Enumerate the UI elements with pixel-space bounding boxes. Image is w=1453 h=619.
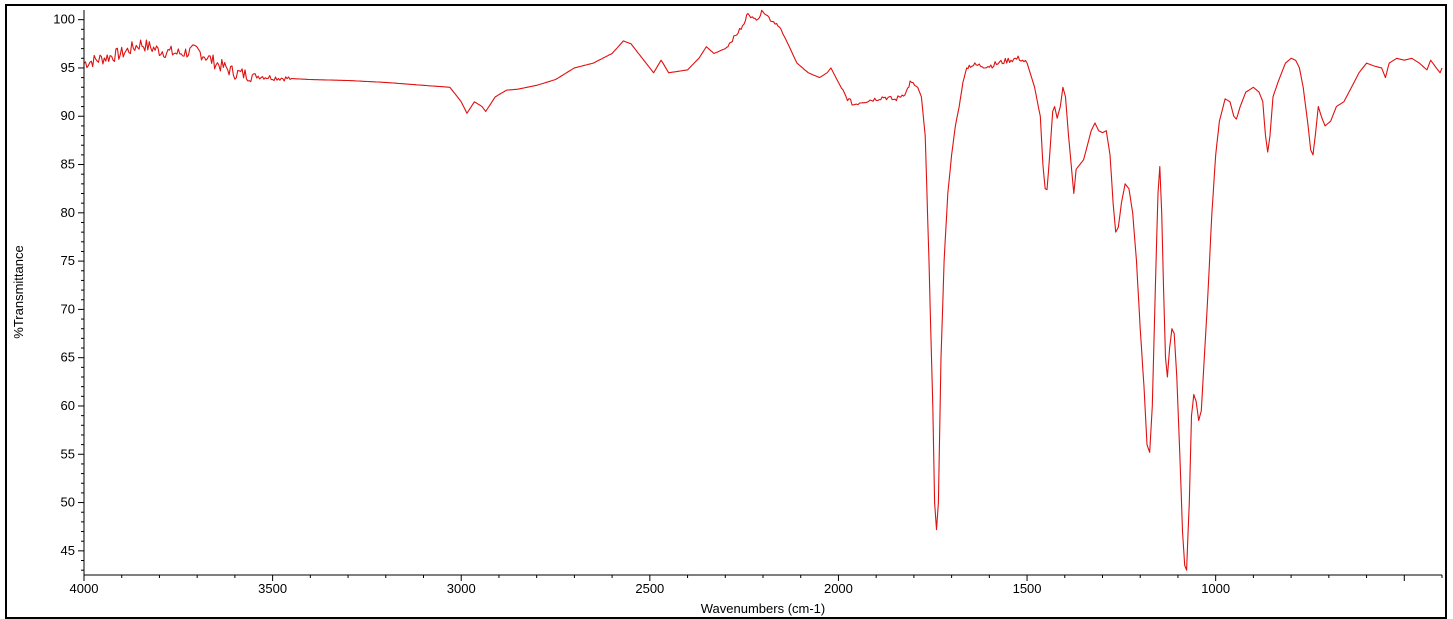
y-tick-label: 75	[61, 253, 75, 268]
x-tick-label: 2000	[824, 581, 853, 596]
plot-frame	[5, 4, 1447, 619]
x-tick-label: 3000	[447, 581, 476, 596]
y-tick-label: 45	[61, 543, 75, 558]
x-tick-label: 2500	[635, 581, 664, 596]
x-axis-title: Wavenumbers (cm-1)	[701, 601, 825, 616]
x-axis: 4000 3500 3000 2500 2000 1500 1000	[70, 574, 1443, 596]
y-tick-label: 50	[61, 495, 75, 510]
y-tick-label: 85	[61, 157, 75, 172]
plot-area	[83, 9, 1443, 571]
y-tick-label: 65	[61, 350, 75, 365]
x-tick-label: 4000	[70, 581, 99, 596]
y-tick-label: 100	[53, 12, 75, 27]
x-tick-label: 3500	[258, 581, 287, 596]
y-axis-title: %Transmittance	[11, 245, 26, 338]
y-tick-label: 80	[61, 205, 75, 220]
y-tick-label: 60	[61, 398, 75, 413]
y-tick-label: 90	[61, 108, 75, 123]
y-axis: 45 50 55 60 65 70 75 80 85 90 95 100	[53, 10, 85, 575]
y-tick-label: 95	[61, 60, 75, 75]
spectrum-line	[83, 9, 1443, 571]
x-tick-label: 1500	[1013, 581, 1042, 596]
y-tick-label: 55	[61, 446, 75, 461]
x-tick-label: 1000	[1201, 581, 1230, 596]
y-tick-label: 70	[61, 301, 75, 316]
